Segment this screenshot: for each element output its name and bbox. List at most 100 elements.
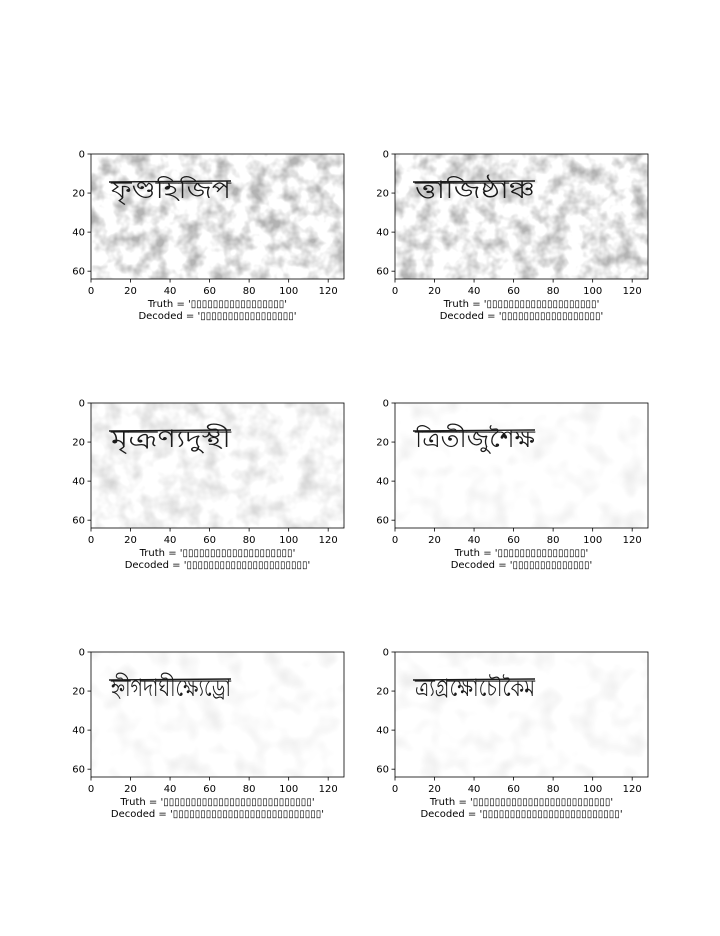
y-tick-label: 0 — [383, 399, 389, 410]
truth-caption: Truth = '▯▯▯▯▯▯▯▯▯▯▯▯▯▯▯▯▯▯▯▯' — [443, 299, 600, 310]
image-noise — [395, 652, 648, 777]
x-tick-label: 20 — [124, 535, 137, 546]
y-tick-label: 40 — [72, 228, 85, 239]
x-tick-label: 100 — [279, 784, 298, 795]
x-tick-label: 40 — [164, 784, 177, 795]
x-tick-label: 60 — [203, 784, 216, 795]
x-tick-label: 20 — [428, 535, 441, 546]
image-noise — [395, 154, 648, 279]
y-tick-label: 60 — [72, 516, 85, 527]
x-tick-label: 40 — [164, 535, 177, 546]
decoded-caption: Decoded = '▯▯▯▯▯▯▯▯▯▯▯▯▯▯▯▯▯▯' — [440, 311, 604, 322]
y-tick-label: 40 — [376, 477, 389, 488]
y-tick-label: 20 — [376, 438, 389, 449]
axes-frame — [394, 402, 649, 529]
word-glyphs: মৃত্রূণ্যদুস্থী — [110, 424, 233, 454]
axes-frame — [90, 153, 345, 280]
x-tick-label: 0 — [392, 535, 398, 546]
y-tick-label: 0 — [79, 648, 85, 659]
image-noise — [395, 403, 648, 528]
image-panel: ত্তাজিষ্ঠাঞ্চ 0 20 40 60 80 100 120 0 20 40 60 Truth… — [376, 150, 649, 322]
x-tick-label: 20 — [428, 784, 441, 795]
x-tick-label: 80 — [547, 286, 560, 297]
x-tick-label: 120 — [623, 784, 642, 795]
x-tick-label: 100 — [583, 286, 602, 297]
truth-caption: Truth = '▯▯▯▯▯▯▯▯▯▯▯▯▯▯▯▯▯▯▯▯▯▯▯▯▯' — [429, 797, 613, 808]
y-tick-label: 40 — [376, 726, 389, 737]
word-glyphs: ত্তাজিষ্ঠাঞ্চ — [414, 175, 535, 204]
word-glyphs: হ্নীগদাঘীক্ষ্যেড্রো — [110, 673, 232, 702]
axes-frame — [90, 651, 345, 778]
word-glyphs: ত্র্যগ্রক্ষোচৌকৈম — [414, 674, 535, 702]
word-headline — [412, 180, 536, 183]
x-tick-label: 60 — [507, 535, 520, 546]
x-tick-label: 20 — [124, 784, 137, 795]
x-tick-label: 60 — [203, 286, 216, 297]
x-tick-label: 0 — [392, 784, 398, 795]
y-tick-label: 60 — [376, 765, 389, 776]
word-headline — [108, 180, 232, 183]
image-panel: ত্র্যগ্রক্ষোচৌকৈম 0 20 40 60 80 100 120 0 20 40 60 T… — [376, 648, 649, 820]
image-panel: ফৃণ্ডহিজিপ 0 20 40 60 80 100 120 0 20 40 60 Truth = … — [72, 150, 345, 322]
x-tick-label: 100 — [279, 286, 298, 297]
x-tick-label: 60 — [507, 784, 520, 795]
x-tick-label: 0 — [88, 784, 94, 795]
x-tick-label: 40 — [468, 286, 481, 297]
y-tick-label: 60 — [376, 516, 389, 527]
word-headline — [412, 678, 536, 681]
x-tick-label: 120 — [319, 784, 338, 795]
image-panel: হ্নীগদাঘীক্ষ্যেড্রো 0 20 40 60 80 100 120 0 20 40 6… — [72, 648, 345, 820]
image-noise — [91, 403, 344, 528]
x-tick-label: 80 — [243, 535, 256, 546]
y-tick-label: 20 — [72, 687, 85, 698]
word-headline — [412, 429, 536, 432]
x-tick-label: 80 — [547, 784, 560, 795]
decoded-caption: Decoded = '▯▯▯▯▯▯▯▯▯▯▯▯▯▯▯▯▯▯▯▯▯▯' — [125, 560, 311, 571]
word-headline — [108, 429, 232, 432]
x-tick-label: 0 — [88, 286, 94, 297]
x-tick-label: 100 — [583, 535, 602, 546]
truth-caption: Truth = '▯▯▯▯▯▯▯▯▯▯▯▯▯▯▯▯▯▯▯▯' — [139, 548, 296, 559]
x-tick-label: 80 — [243, 286, 256, 297]
axes-frame — [90, 402, 345, 529]
axes-frame — [394, 153, 649, 280]
x-tick-label: 120 — [319, 286, 338, 297]
x-tick-label: 60 — [203, 535, 216, 546]
truth-caption: Truth = '▯▯▯▯▯▯▯▯▯▯▯▯▯▯▯▯▯' — [147, 299, 287, 310]
x-tick-label: 20 — [428, 286, 441, 297]
decoded-caption: Decoded = '▯▯▯▯▯▯▯▯▯▯▯▯▯▯▯▯▯▯▯▯▯▯▯▯▯' — [420, 809, 622, 820]
y-tick-label: 0 — [383, 150, 389, 161]
y-tick-label: 60 — [376, 267, 389, 278]
decoded-caption: Decoded = '▯▯▯▯▯▯▯▯▯▯▯▯▯▯' — [451, 560, 593, 571]
image-panel: ত্রিতীজুশৈক্ষ 0 20 40 60 80 100 120 0 20 40 60 Truth… — [376, 399, 649, 571]
x-tick-label: 100 — [279, 535, 298, 546]
x-tick-label: 40 — [164, 286, 177, 297]
truth-caption: Truth = '▯▯▯▯▯▯▯▯▯▯▯▯▯▯▯▯▯▯▯▯▯▯▯▯▯▯▯' — [119, 797, 314, 808]
y-tick-label: 0 — [79, 399, 85, 410]
word-glyphs: ফৃণ্ডহিজিপ — [110, 176, 232, 205]
decoded-caption: Decoded = '▯▯▯▯▯▯▯▯▯▯▯▯▯▯▯▯▯' — [138, 311, 296, 322]
word-headline — [108, 678, 232, 681]
axes-frame — [394, 651, 649, 778]
y-tick-label: 40 — [376, 228, 389, 239]
y-tick-label: 0 — [79, 150, 85, 161]
x-tick-label: 40 — [468, 784, 481, 795]
x-tick-label: 60 — [507, 286, 520, 297]
y-tick-label: 0 — [383, 648, 389, 659]
x-tick-label: 40 — [468, 535, 481, 546]
decoded-caption: Decoded = '▯▯▯▯▯▯▯▯▯▯▯▯▯▯▯▯▯▯▯▯▯▯▯▯▯▯▯' — [111, 809, 324, 820]
y-tick-label: 20 — [376, 189, 389, 200]
x-tick-label: 120 — [623, 286, 642, 297]
x-tick-label: 80 — [243, 784, 256, 795]
x-tick-label: 80 — [547, 535, 560, 546]
y-tick-label: 20 — [376, 687, 389, 698]
image-noise — [91, 652, 344, 777]
y-tick-label: 60 — [72, 267, 85, 278]
word-glyphs: ত্রিতীজুশৈক্ষ — [414, 424, 536, 454]
x-tick-label: 120 — [623, 535, 642, 546]
x-tick-label: 0 — [88, 535, 94, 546]
y-tick-label: 20 — [72, 438, 85, 449]
y-tick-label: 40 — [72, 477, 85, 488]
y-tick-label: 40 — [72, 726, 85, 737]
